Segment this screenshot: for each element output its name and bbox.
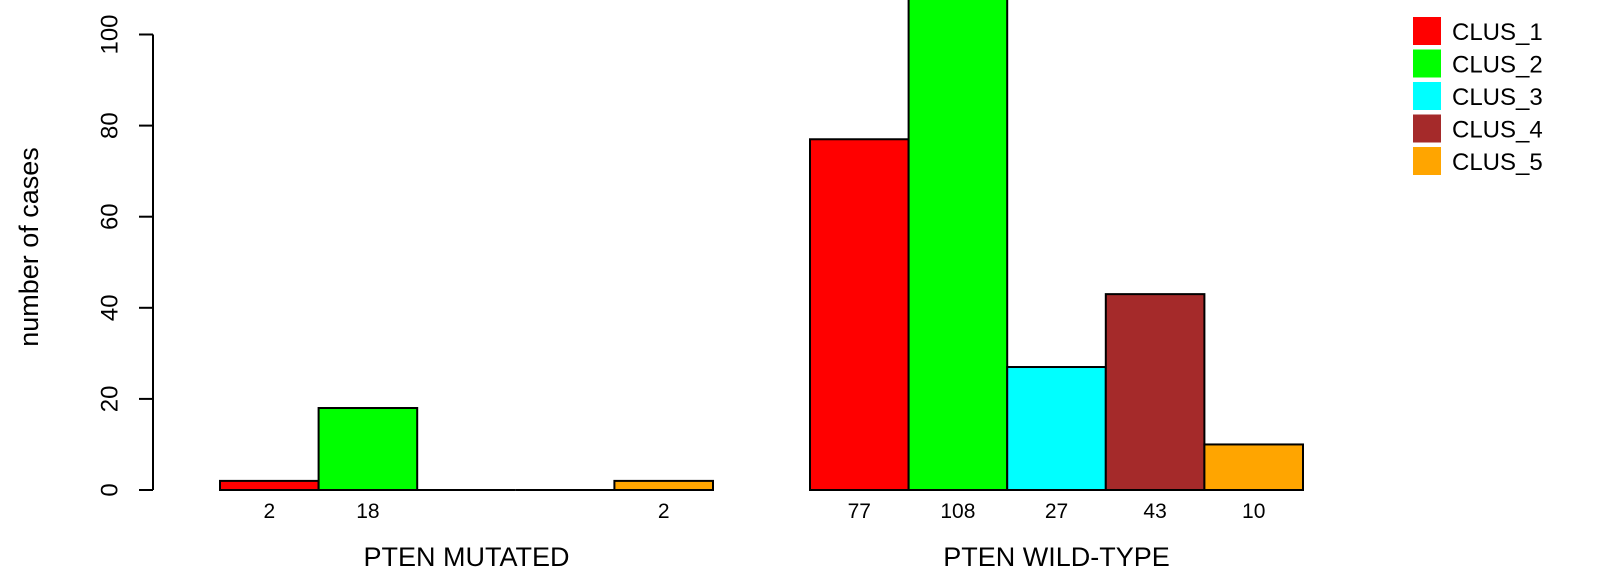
legend-swatch	[1413, 17, 1441, 45]
bar-value-label: 2	[263, 500, 275, 523]
bar-value-label: 18	[356, 500, 379, 523]
bar-clus-4	[1104, 293, 1206, 492]
legend-swatch	[1413, 114, 1441, 143]
bar-value-label: 2	[658, 500, 670, 523]
legend-swatch	[1413, 49, 1441, 78]
bar-value-label: 27	[1045, 500, 1068, 523]
bar-value-label: 77	[848, 500, 871, 523]
legend-entry-label: CLUS_4	[1452, 117, 1543, 144]
y-axis: 0 20 40 60 80 100	[96, 14, 154, 497]
bar-value-label: 108	[940, 500, 975, 523]
bar-clus-5	[1203, 443, 1305, 492]
y-tick-label: 60	[96, 203, 123, 230]
legend: CLUS_1 CLUS_2 CLUS_3 CLUS_4 CLUS_5	[1413, 17, 1543, 176]
y-tick-label: 80	[96, 112, 123, 139]
bar-value-label: 10	[1242, 500, 1265, 523]
y-tick-label: 100	[96, 14, 123, 54]
legend-entry-label: CLUS_3	[1452, 84, 1543, 111]
group-label: PTEN MUTATED	[364, 542, 570, 572]
bar-value-label: 43	[1143, 500, 1166, 523]
group-label: PTEN WILD-TYPE	[943, 542, 1170, 572]
legend-swatch	[1413, 82, 1441, 110]
y-axis-label: number of cases	[14, 147, 44, 347]
bar-clus-1	[809, 138, 910, 491]
legend-entry-label: CLUS_2	[1452, 52, 1543, 79]
bar-labels: 2 18 2 77 108 27 43 10	[263, 500, 1265, 523]
bar-clus-3	[1006, 366, 1107, 492]
bar-clus-5	[613, 479, 715, 492]
group-labels: PTEN MUTATED PTEN WILD-TYPE	[364, 542, 1170, 572]
bars	[219, 0, 1305, 492]
legend-entry-label: CLUS_1	[1452, 19, 1543, 46]
bar-clus-1	[219, 479, 320, 492]
legend-swatch	[1413, 147, 1441, 175]
y-tick-label: 20	[96, 386, 123, 413]
y-tick-label: 40	[96, 294, 123, 321]
legend-entry-label: CLUS_5	[1452, 149, 1543, 176]
bar-clus-2	[907, 0, 1009, 492]
bar-clus-2	[317, 407, 419, 492]
y-tick-label: 0	[96, 483, 123, 496]
